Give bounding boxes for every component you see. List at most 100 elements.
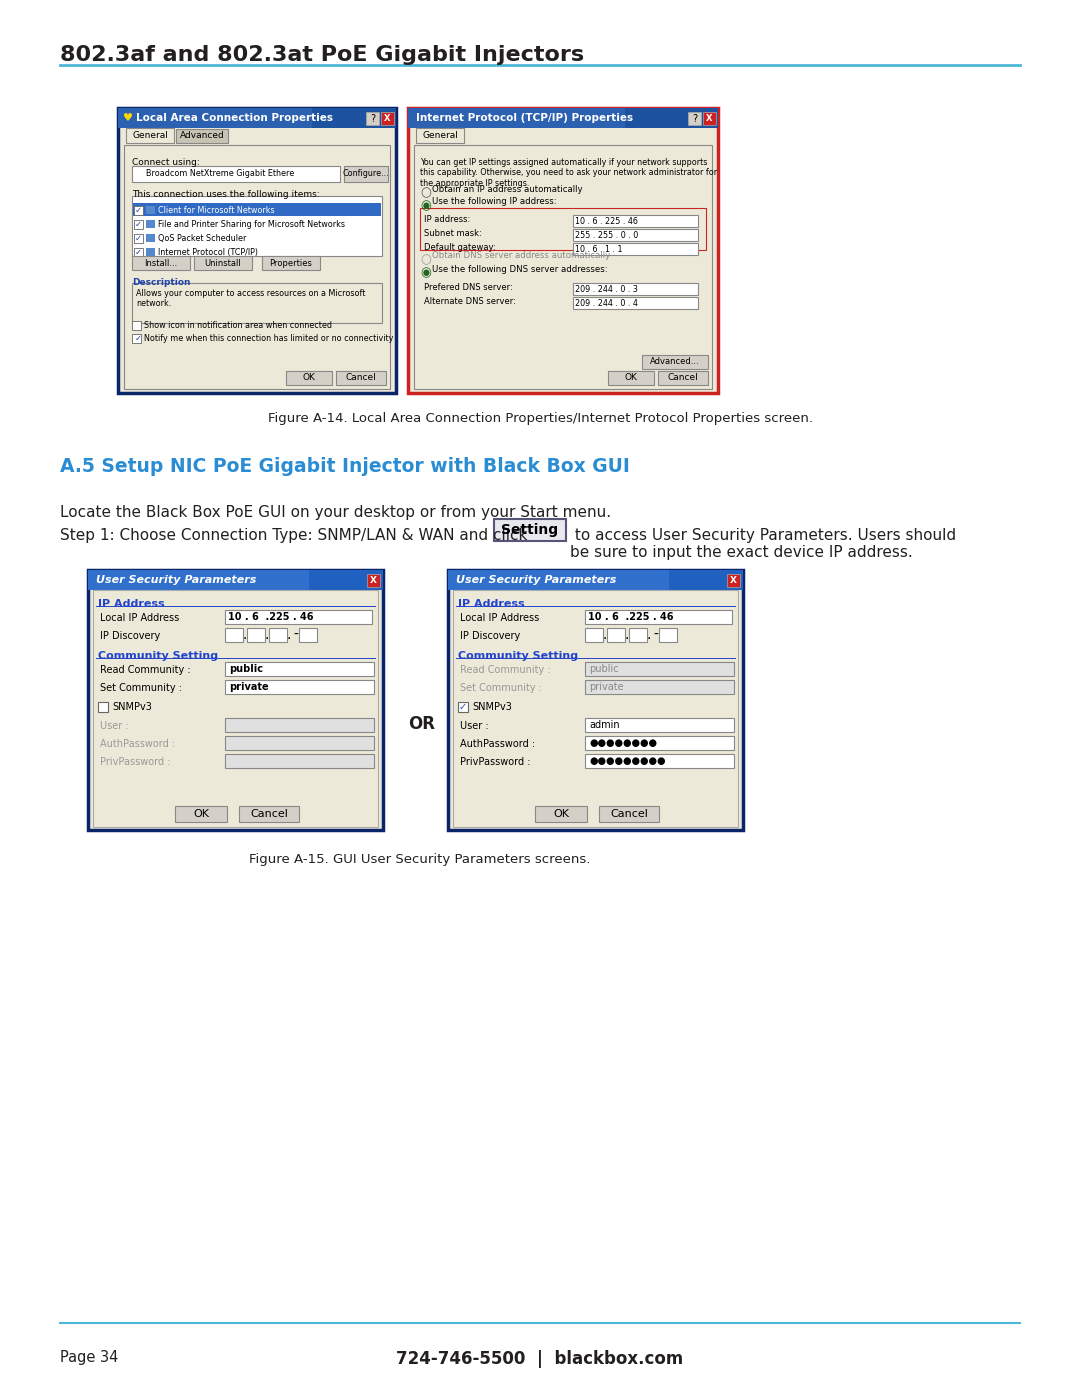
Bar [336, 372, 386, 386]
Text: private: private [229, 682, 269, 692]
Text: OK: OK [302, 373, 315, 383]
Text: Properties: Properties [270, 258, 312, 267]
Bar [146, 249, 156, 256]
Text: OK: OK [624, 373, 637, 383]
Text: ○: ○ [420, 253, 431, 267]
Text: public: public [229, 664, 264, 673]
Bar [367, 574, 380, 587]
Bar [658, 372, 708, 386]
Text: ◉: ◉ [420, 267, 431, 279]
Text: Cancel: Cancel [610, 809, 648, 819]
Text: .: . [647, 629, 651, 643]
Text: ✓: ✓ [135, 219, 141, 229]
Text: Figure A-14. Local Area Connection Properties/Internet Protocol Properties scree: Figure A-14. Local Area Connection Prope… [268, 412, 812, 425]
Text: Advanced...: Advanced... [650, 358, 700, 366]
FancyBboxPatch shape [494, 520, 566, 541]
Bar [458, 703, 468, 712]
Bar [585, 629, 603, 643]
Text: Alternate DNS server:: Alternate DNS server: [424, 298, 516, 306]
Text: ✓: ✓ [135, 235, 141, 243]
Text: SNMPv3: SNMPv3 [112, 703, 152, 712]
Text: ●●●●●●●●●: ●●●●●●●●● [589, 756, 665, 766]
Text: OK: OK [553, 809, 569, 819]
Bar [299, 629, 318, 643]
Text: X: X [384, 115, 391, 123]
Bar [126, 129, 174, 142]
Bar [87, 570, 383, 590]
Bar [703, 112, 716, 124]
Bar [132, 256, 190, 270]
Bar [239, 806, 299, 821]
Text: Read Community :: Read Community : [100, 665, 191, 675]
Bar [585, 662, 734, 676]
Bar [146, 219, 156, 228]
Text: Community Setting: Community Setting [458, 651, 578, 661]
Bar [535, 806, 588, 821]
Text: OK: OK [193, 809, 210, 819]
Text: A.5 Setup NIC PoE Gigabit Injector with Black Box GUI: A.5 Setup NIC PoE Gigabit Injector with … [60, 457, 630, 476]
Bar [134, 249, 143, 257]
Bar [448, 570, 669, 590]
Text: Configure...: Configure... [342, 169, 389, 179]
Bar [118, 108, 312, 129]
Bar [176, 129, 228, 142]
Text: .: . [603, 629, 607, 643]
Bar [134, 219, 143, 229]
Bar [408, 108, 718, 393]
Text: Default gateway:: Default gateway: [424, 243, 496, 253]
Text: File and Printer Sharing for Microsoft Networks: File and Printer Sharing for Microsoft N… [158, 219, 345, 229]
Text: Subnet mask:: Subnet mask: [424, 229, 482, 239]
Text: Uninstall: Uninstall [204, 258, 241, 267]
Text: Local IP Address: Local IP Address [460, 613, 539, 623]
Text: IP Discovery: IP Discovery [100, 631, 160, 641]
Text: X: X [706, 115, 713, 123]
Bar [134, 205, 143, 215]
Text: Setting: Setting [501, 522, 558, 536]
Bar [132, 196, 382, 256]
Text: Community Setting: Community Setting [98, 651, 218, 661]
Text: Read Community :: Read Community : [460, 665, 551, 675]
Bar [118, 108, 396, 393]
Text: 724-746-5500  |  blackbox.com: 724-746-5500 | blackbox.com [396, 1350, 684, 1368]
Text: X: X [370, 576, 377, 585]
Bar [573, 229, 698, 242]
Bar [642, 355, 708, 369]
Bar [573, 243, 698, 256]
Bar [659, 629, 677, 643]
Text: Notify me when this connection has limited or no connectivity: Notify me when this connection has limit… [144, 334, 393, 344]
Text: Description: Description [132, 278, 190, 286]
Text: Use the following DNS server addresses:: Use the following DNS server addresses: [432, 264, 608, 274]
Text: ◉: ◉ [420, 200, 431, 212]
Text: ✓: ✓ [135, 334, 141, 344]
Text: User Security Parameters: User Security Parameters [96, 576, 256, 585]
Text: ○: ○ [420, 187, 431, 200]
Bar [225, 680, 374, 694]
Text: AuthPassword :: AuthPassword : [460, 739, 535, 749]
Bar [132, 334, 141, 344]
Bar [225, 662, 374, 676]
Text: Prefered DNS server:: Prefered DNS server: [424, 284, 513, 292]
Text: Set Community :: Set Community : [100, 683, 183, 693]
Text: ?: ? [692, 113, 697, 123]
Text: 209 . 244 . 0 . 4: 209 . 244 . 0 . 4 [575, 299, 638, 307]
Text: 209 . 244 . 0 . 3: 209 . 244 . 0 . 3 [575, 285, 638, 293]
Bar [98, 703, 108, 712]
Text: You can get IP settings assigned automatically if your network supports
this cap: You can get IP settings assigned automat… [420, 158, 717, 187]
Text: IP Address: IP Address [458, 599, 525, 609]
Bar [118, 108, 396, 129]
Text: 10 . 6  .225 . 46: 10 . 6 .225 . 46 [588, 612, 674, 622]
Text: PrivPassword :: PrivPassword : [460, 757, 530, 767]
Bar [134, 235, 143, 243]
Bar [599, 806, 659, 821]
Text: QoS Packet Scheduler: QoS Packet Scheduler [158, 235, 246, 243]
Text: User Security Parameters: User Security Parameters [456, 576, 617, 585]
Bar [573, 284, 698, 295]
Text: 802.3af and 802.3at PoE Gigabit Injectors: 802.3af and 802.3at PoE Gigabit Injector… [60, 45, 584, 66]
Bar [408, 108, 625, 129]
Bar [573, 298, 698, 309]
Bar [146, 205, 156, 214]
Text: User :: User : [460, 721, 488, 731]
Text: Install...: Install... [145, 258, 177, 267]
Text: ●●●●●●●●: ●●●●●●●● [589, 738, 657, 747]
Bar [453, 590, 738, 827]
